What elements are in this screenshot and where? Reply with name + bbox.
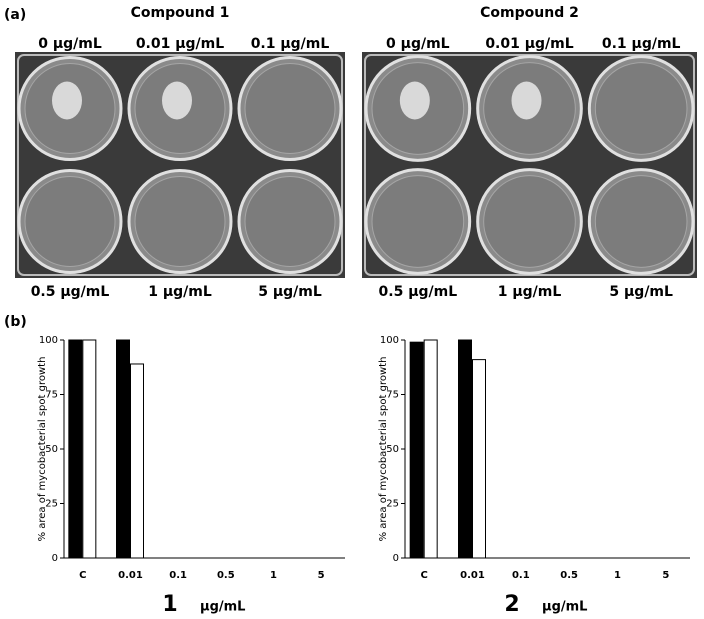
well-label: 0.01 μg/mL bbox=[136, 36, 224, 52]
plate-title: Compound 2 bbox=[480, 5, 579, 21]
well-inner bbox=[24, 176, 116, 267]
well-inner bbox=[483, 175, 576, 268]
well-label: 0.5 μg/mL bbox=[31, 284, 110, 300]
well-label: 5 μg/mL bbox=[609, 284, 673, 300]
y-tick-label: 100 bbox=[39, 335, 58, 346]
bar bbox=[130, 363, 144, 559]
well-label: 5 μg/mL bbox=[258, 284, 322, 300]
bacterial-spot bbox=[511, 81, 542, 120]
x-tick-label: 1 bbox=[614, 570, 621, 581]
bacterial-spot bbox=[52, 81, 82, 120]
y-tick-label: 75 bbox=[386, 390, 399, 401]
well-label: 0 μg/mL bbox=[38, 36, 102, 52]
y-axis-label: % area of mycobacterial spot growth bbox=[378, 357, 389, 542]
x-tick-label: 0.1 bbox=[169, 570, 187, 581]
y-tick-label: 25 bbox=[386, 499, 399, 510]
well-label: 0 μg/mL bbox=[386, 36, 450, 52]
bar bbox=[116, 339, 130, 559]
x-axis-unit: μg/mL bbox=[200, 600, 245, 615]
x-tick-label: C bbox=[79, 570, 86, 581]
panel-label: (a) bbox=[4, 7, 26, 23]
well-label: 0.01 μg/mL bbox=[485, 36, 573, 52]
plate-title: Compound 1 bbox=[131, 5, 230, 21]
well-inner bbox=[134, 176, 226, 267]
bar bbox=[472, 359, 486, 559]
well-inner bbox=[594, 62, 688, 155]
well-inner bbox=[594, 175, 688, 268]
well-label: 1 μg/mL bbox=[148, 284, 212, 300]
well-inner bbox=[371, 175, 465, 268]
x-tick-label: 5 bbox=[662, 570, 669, 581]
bacterial-spot bbox=[162, 81, 192, 120]
y-tick-label: 100 bbox=[380, 335, 399, 346]
well-inner bbox=[244, 63, 336, 154]
y-tick-label: 0 bbox=[393, 553, 399, 564]
y-tick-label: 50 bbox=[386, 444, 399, 455]
well-label: 0.5 μg/mL bbox=[379, 284, 458, 300]
y-tick-label: 25 bbox=[45, 499, 58, 510]
y-tick-label: 50 bbox=[45, 444, 58, 455]
y-axis-label: % area of mycobacterial spot growth bbox=[37, 357, 48, 542]
well-inner bbox=[244, 176, 336, 267]
x-tick-label: 0.5 bbox=[560, 570, 578, 581]
bar bbox=[82, 339, 97, 559]
bar bbox=[409, 341, 424, 559]
plate-frame bbox=[17, 54, 343, 276]
x-axis-unit: μg/mL bbox=[542, 600, 587, 615]
y-tick-label: 0 bbox=[52, 553, 58, 564]
bacterial-spot bbox=[399, 81, 430, 120]
x-tick-label: 0.01 bbox=[460, 570, 485, 581]
panel-label: (b) bbox=[4, 314, 27, 330]
bar bbox=[423, 339, 438, 559]
plate-frame bbox=[364, 54, 695, 276]
x-tick-label: 0.01 bbox=[118, 570, 143, 581]
well-label: 0.1 μg/mL bbox=[251, 36, 330, 52]
y-tick-label: 75 bbox=[45, 390, 58, 401]
x-tick-label: 1 bbox=[270, 570, 277, 581]
x-axis-label: 1 bbox=[162, 592, 177, 617]
bar bbox=[458, 339, 472, 559]
x-tick-label: C bbox=[420, 570, 427, 581]
x-tick-label: 0.5 bbox=[217, 570, 235, 581]
well-label: 0.1 μg/mL bbox=[602, 36, 681, 52]
x-axis-label: 2 bbox=[504, 592, 519, 617]
bar bbox=[68, 339, 83, 559]
x-tick-label: 0.1 bbox=[512, 570, 530, 581]
well-label: 1 μg/mL bbox=[498, 284, 562, 300]
x-tick-label: 5 bbox=[318, 570, 325, 581]
